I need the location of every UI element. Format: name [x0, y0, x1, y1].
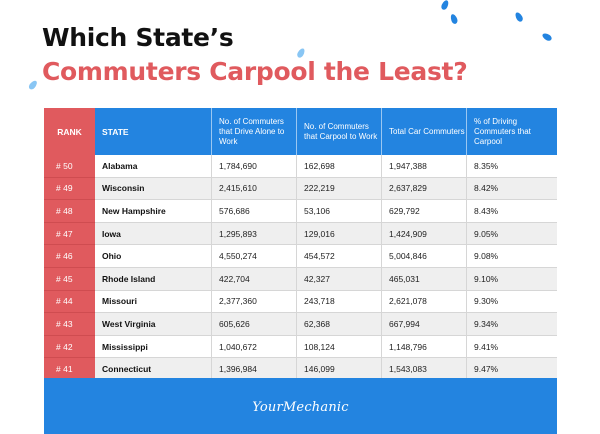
footer-bar: YourMechanic: [44, 378, 557, 434]
header-percent: % of Driving Commuters that Carpool: [466, 108, 557, 155]
table-row: # 47 Iowa 1,295,893 129,016 1,424,909 9.…: [44, 222, 557, 246]
table-row: # 45 Rhode Island 422,704 42,327 465,031…: [44, 267, 557, 291]
carpool-cell: 454,572: [296, 245, 381, 268]
percent-cell: 9.08%: [466, 245, 557, 268]
state-cell: Wisconsin: [95, 177, 211, 201]
rank-cell: # 46: [44, 245, 95, 268]
table-row: # 50 Alabama 1,784,690 162,698 1,947,388…: [44, 155, 557, 178]
title-line-2: Commuters Carpool the Least?: [42, 57, 468, 86]
rank-cell: # 42: [44, 335, 95, 359]
drive-alone-cell: 576,686: [211, 200, 296, 223]
rank-cell: # 43: [44, 313, 95, 336]
table-body: # 50 Alabama 1,784,690 162,698 1,947,388…: [44, 155, 557, 381]
percent-cell: 8.42%: [466, 177, 557, 201]
rank-cell: # 44: [44, 290, 95, 314]
page-title: Which State’s Commuters Carpool the Leas…: [42, 22, 468, 89]
state-cell: Ohio: [95, 245, 211, 268]
drive-alone-cell: 2,415,610: [211, 177, 296, 201]
carpool-cell: 129,016: [296, 222, 381, 246]
carpool-cell: 243,718: [296, 290, 381, 314]
carpool-cell: 53,106: [296, 200, 381, 223]
total-cell: 2,621,078: [381, 290, 466, 314]
percent-cell: 9.05%: [466, 222, 557, 246]
drive-alone-cell: 4,550,274: [211, 245, 296, 268]
raindrop-icon: [541, 31, 553, 43]
header-rank: RANK: [44, 108, 95, 155]
total-cell: 667,994: [381, 313, 466, 336]
table-row: # 43 West Virginia 605,626 62,368 667,99…: [44, 313, 557, 336]
header-drive-alone: No. of Commuters that Drive Alone to Wor…: [211, 108, 296, 155]
drive-alone-cell: 1,784,690: [211, 155, 296, 178]
raindrop-icon: [513, 11, 525, 23]
total-cell: 1,424,909: [381, 222, 466, 246]
state-cell: West Virginia: [95, 313, 211, 336]
total-cell: 465,031: [381, 267, 466, 291]
raindrop-icon: [27, 79, 39, 91]
table-row: # 49 Wisconsin 2,415,610 222,219 2,637,8…: [44, 177, 557, 201]
carpool-cell: 62,368: [296, 313, 381, 336]
table-row: # 44 Missouri 2,377,360 243,718 2,621,07…: [44, 290, 557, 314]
rank-cell: # 50: [44, 155, 95, 178]
carpool-cell: 42,327: [296, 267, 381, 291]
table-row: # 46 Ohio 4,550,274 454,572 5,004,846 9.…: [44, 245, 557, 268]
percent-cell: 9.34%: [466, 313, 557, 336]
state-cell: Missouri: [95, 290, 211, 314]
percent-cell: 8.43%: [466, 200, 557, 223]
total-cell: 1,947,388: [381, 155, 466, 178]
table-row: # 48 New Hampshire 576,686 53,106 629,79…: [44, 200, 557, 223]
drive-alone-cell: 422,704: [211, 267, 296, 291]
raindrop-icon: [440, 0, 450, 11]
header-state: STATE: [102, 126, 129, 137]
state-cell: Mississippi: [95, 335, 211, 359]
total-cell: 5,004,846: [381, 245, 466, 268]
state-cell: Rhode Island: [95, 267, 211, 291]
state-cell: New Hampshire: [95, 200, 211, 223]
drive-alone-cell: 1,295,893: [211, 222, 296, 246]
percent-cell: 9.30%: [466, 290, 557, 314]
rank-cell: # 48: [44, 200, 95, 223]
title-line-1: Which State’s: [42, 23, 234, 52]
yourmechanic-logo: YourMechanic: [252, 399, 349, 415]
header-total: Total Car Commuters: [381, 108, 466, 155]
percent-cell: 9.10%: [466, 267, 557, 291]
table-header: RANK STATE No. of Commuters that Drive A…: [44, 108, 557, 155]
total-cell: 2,637,829: [381, 177, 466, 201]
total-cell: 1,148,796: [381, 335, 466, 359]
total-cell: 629,792: [381, 200, 466, 223]
drive-alone-cell: 605,626: [211, 313, 296, 336]
state-cell: Iowa: [95, 222, 211, 246]
carpool-table: RANK STATE No. of Commuters that Drive A…: [44, 108, 557, 381]
percent-cell: 8.35%: [466, 155, 557, 178]
rank-cell: # 49: [44, 177, 95, 201]
drive-alone-cell: 1,040,672: [211, 335, 296, 359]
header-carpool: No. of Commuters that Carpool to Work: [296, 108, 381, 155]
percent-cell: 9.41%: [466, 335, 557, 359]
rank-cell: # 47: [44, 222, 95, 246]
drive-alone-cell: 2,377,360: [211, 290, 296, 314]
carpool-cell: 222,219: [296, 177, 381, 201]
rank-cell: # 45: [44, 267, 95, 291]
table-row: # 41 Connecticut 1,396,984 146,099 1,543…: [44, 358, 557, 381]
state-cell: Alabama: [95, 155, 211, 178]
carpool-cell: 162,698: [296, 155, 381, 178]
table-row: # 42 Mississippi 1,040,672 108,124 1,148…: [44, 335, 557, 359]
carpool-cell: 108,124: [296, 335, 381, 359]
